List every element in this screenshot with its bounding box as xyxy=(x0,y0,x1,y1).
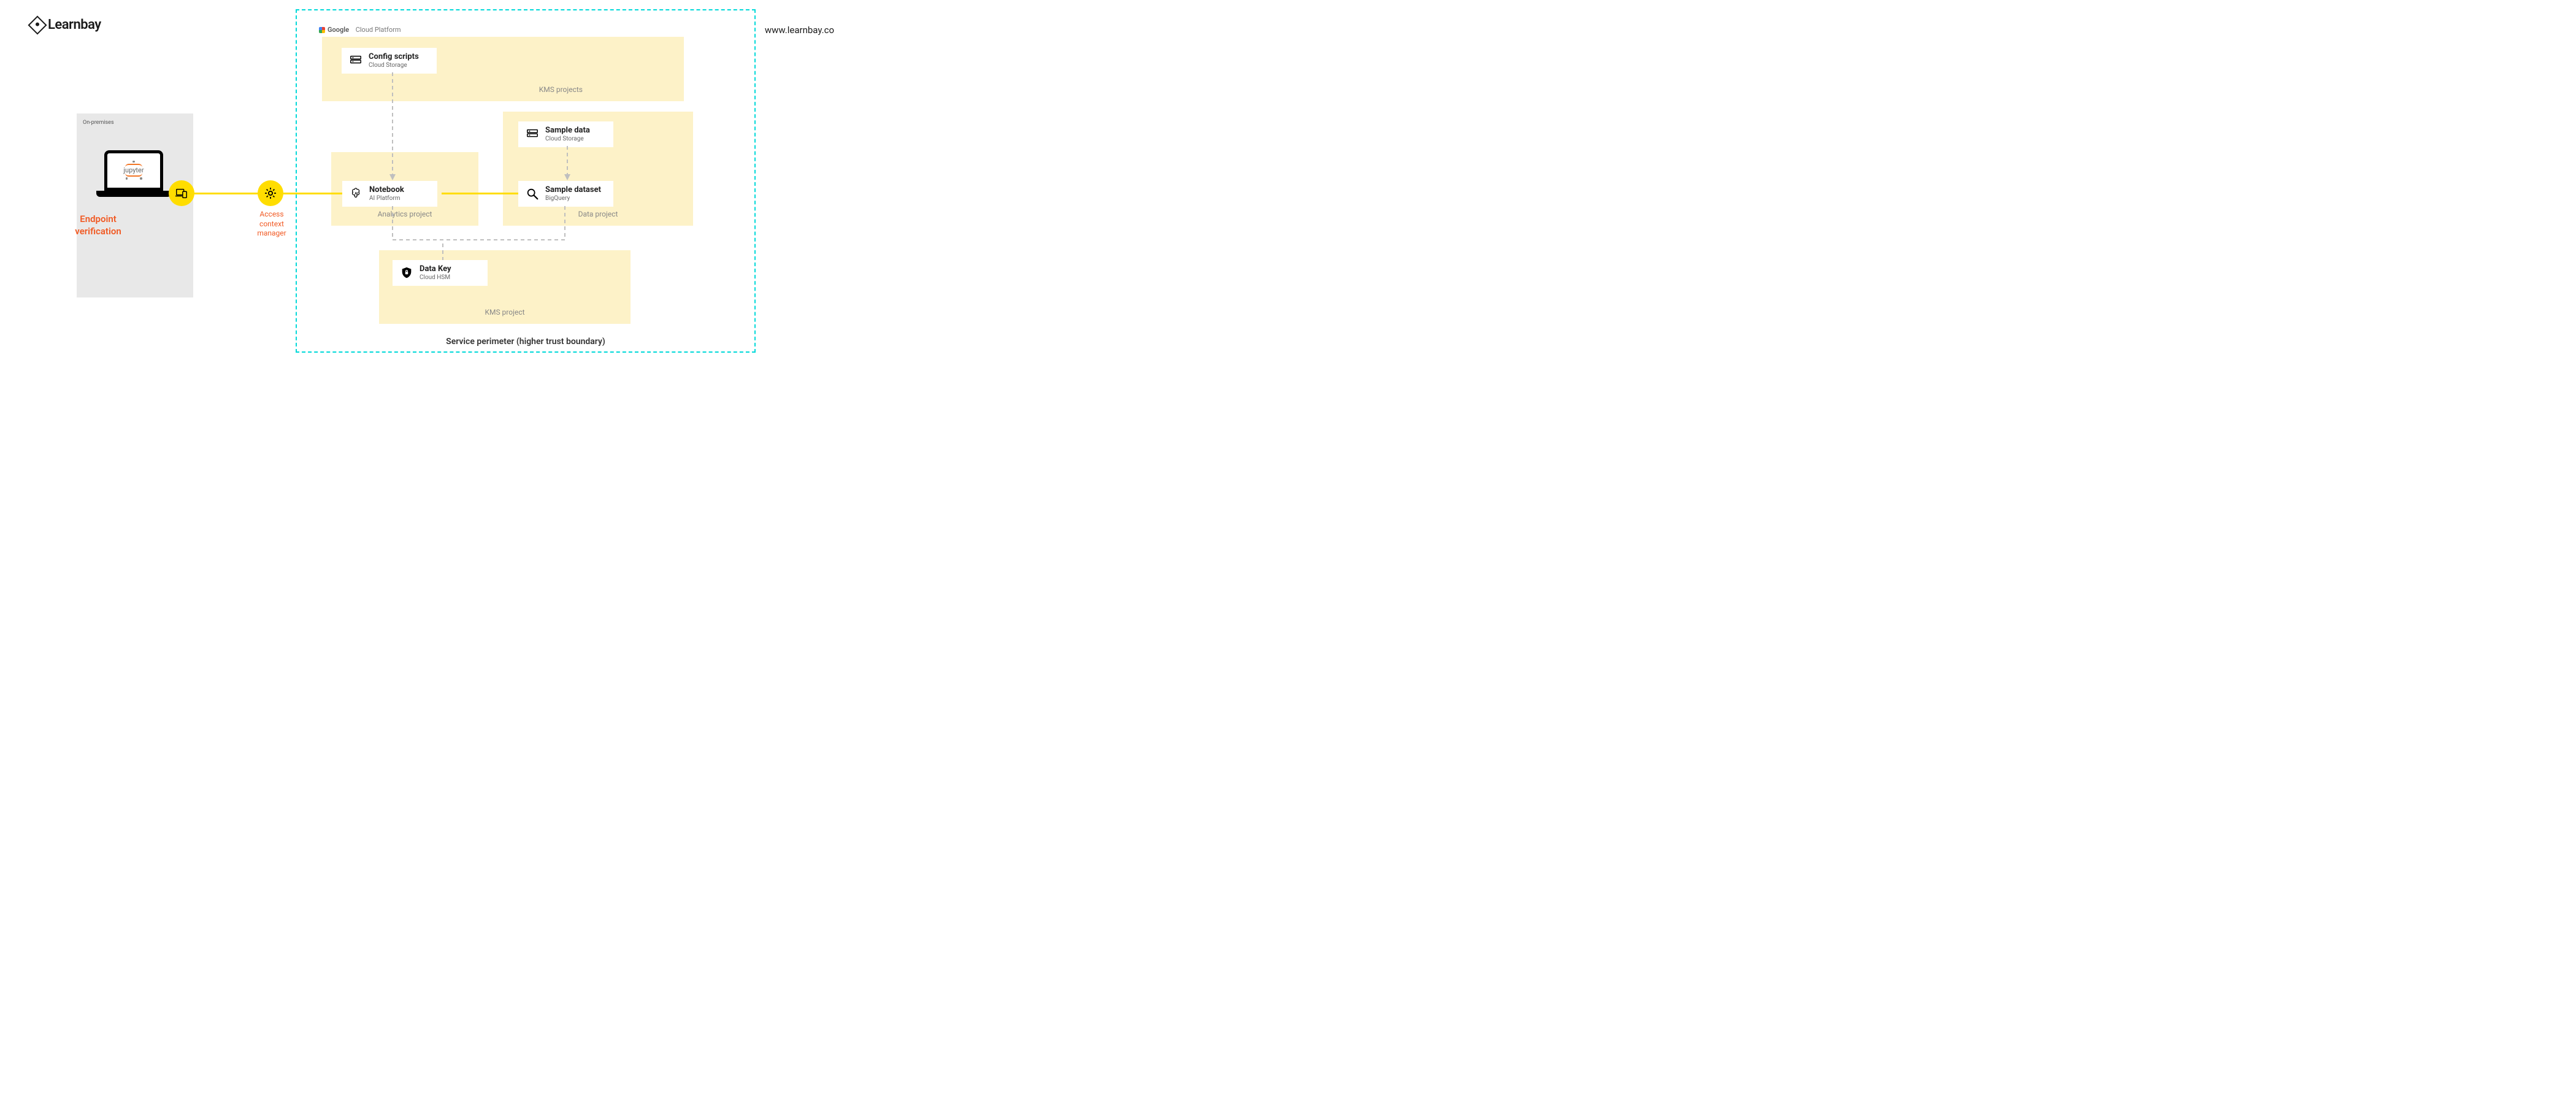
sample-data-node: Sample data Cloud Storage xyxy=(518,121,613,147)
domain-url: www.learnbay.co xyxy=(765,25,834,36)
dataset-subtitle: BigQuery xyxy=(545,195,601,202)
config-scripts-node: Config scripts Cloud Storage xyxy=(342,48,437,74)
config-subtitle: Cloud Storage xyxy=(369,62,419,69)
connector-dashed xyxy=(562,146,575,182)
onprem-region: On-premises jupyter xyxy=(77,113,193,297)
service-perimeter-label: Service perimeter (higher trust boundary… xyxy=(297,337,754,347)
sample-data-title: Sample data xyxy=(545,126,590,135)
sample-data-subtitle: Cloud Storage xyxy=(545,136,590,142)
magnify-icon xyxy=(526,187,539,201)
connector-solid xyxy=(193,193,261,194)
kms-projects-label: KMS projects xyxy=(539,85,583,94)
dataset-title: Sample dataset xyxy=(545,186,601,194)
gcp-logo-icon xyxy=(319,27,325,33)
onprem-label: On-premises xyxy=(83,120,193,126)
logo-text: Learnbay xyxy=(48,17,101,33)
connector-dashed xyxy=(388,72,400,182)
logo: Learnbay xyxy=(31,17,101,33)
kms-project-label: KMS project xyxy=(379,308,631,316)
acm-badge xyxy=(258,180,283,206)
server-stack-icon xyxy=(349,54,362,67)
config-title: Config scripts xyxy=(369,53,419,61)
server-stack-icon xyxy=(526,128,539,141)
notebook-node: AI Notebook AI Platform xyxy=(342,181,437,207)
gear-icon xyxy=(263,186,278,201)
notebook-subtitle: AI Platform xyxy=(369,195,404,202)
connector-solid xyxy=(442,193,518,194)
gcp-title: Google Cloud Platform xyxy=(319,26,401,34)
logo-mark-icon xyxy=(28,15,47,34)
connector-dashed xyxy=(390,206,574,265)
sample-dataset-node: Sample dataset BigQuery xyxy=(518,181,613,207)
devices-icon xyxy=(175,186,188,200)
ai-brain-icon: AI xyxy=(350,187,363,201)
connector-solid xyxy=(282,193,342,194)
datakey-subtitle: Cloud HSM xyxy=(420,274,451,281)
datakey-title: Data Key xyxy=(420,265,451,274)
endpoint-verification-label: Endpoint verification xyxy=(64,213,132,237)
shield-lock-icon xyxy=(400,266,413,280)
acm-label: Access context manager xyxy=(253,210,290,239)
laptop-icon: jupyter xyxy=(100,150,167,197)
notebook-title: Notebook xyxy=(369,186,404,194)
svg-text:AI: AI xyxy=(355,192,358,196)
devices-badge xyxy=(169,180,194,206)
jupyter-logo-icon: jupyter xyxy=(123,161,144,181)
